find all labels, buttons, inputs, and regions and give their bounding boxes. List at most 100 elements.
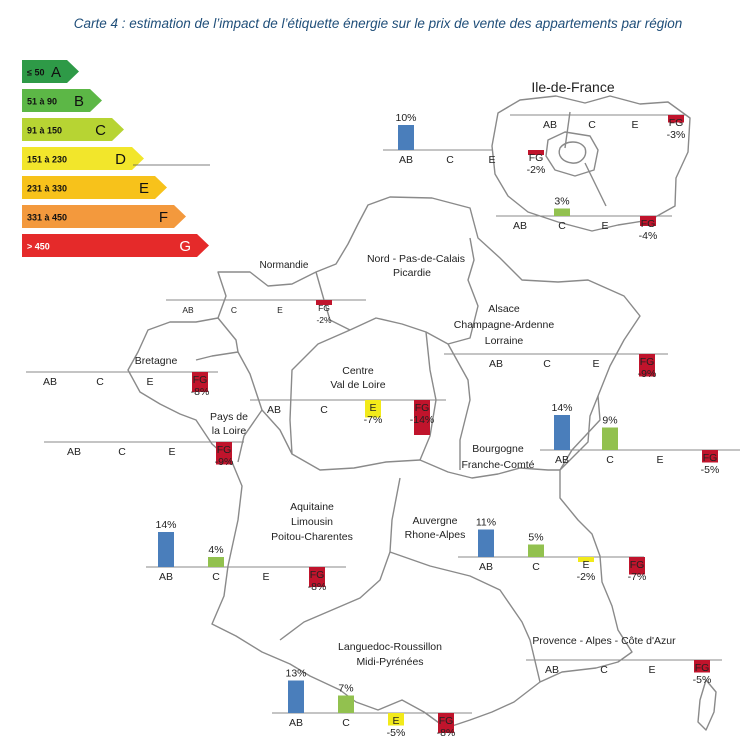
tick-label: E — [369, 402, 376, 414]
data-label: -8% — [191, 386, 210, 398]
tick-label: E — [601, 220, 608, 232]
data-label: 13% — [285, 668, 306, 680]
region-name: Languedoc-Roussillon — [338, 641, 442, 653]
region-name: Aquitaine — [290, 501, 334, 513]
bar-ab — [554, 415, 570, 450]
tick-label: E — [168, 446, 175, 458]
energy-label-legend: ≤ 50 A 51 à 90 B 91 à 150 C 151 à 230 D 231 à 33… — [22, 60, 210, 257]
tick-label: E — [656, 454, 663, 466]
bar-fg — [216, 442, 232, 465]
internal-border-4 — [419, 331, 437, 461]
region-chart-10: Aquitaine Limousin Poitou-Charentes AB 14% C 4… — [146, 501, 353, 593]
tick-label: E — [631, 119, 638, 131]
region-name: Midi-Pyrénées — [356, 656, 423, 668]
data-label: 3% — [554, 196, 569, 208]
data-label: 10% — [395, 112, 416, 124]
tick-label: FG — [310, 569, 325, 581]
bar-ab — [398, 125, 414, 150]
tick-label: C — [231, 305, 237, 315]
tick-label: E — [262, 571, 269, 583]
tick-label: AB — [43, 376, 57, 388]
legend-letter: D — [115, 151, 126, 168]
tick-label: C — [118, 446, 126, 458]
legend-range-label: 91 à 150 — [27, 126, 62, 136]
internal-border-1 — [315, 271, 351, 331]
tick-label: C — [212, 571, 220, 583]
data-label: -5% — [701, 464, 720, 476]
bar-e — [365, 400, 381, 418]
bar-fg — [702, 450, 718, 463]
tick-label: FG — [640, 356, 655, 368]
internal-border-7 — [237, 351, 293, 455]
region-name: Centre — [342, 365, 374, 377]
region-name: Franche-Comté — [462, 459, 535, 471]
bar-ab — [478, 529, 494, 557]
data-label: -7% — [364, 414, 383, 426]
bar-fg — [528, 150, 544, 155]
france-outline — [127, 196, 641, 729]
tick-label: FG — [641, 218, 656, 230]
tick-label: FG — [703, 452, 718, 464]
region-chart-2: AB C 3% E FG-4% — [496, 196, 672, 242]
tick-label: AB — [399, 154, 413, 166]
tick-label: E — [146, 376, 153, 388]
bar-fg — [640, 216, 656, 226]
data-label: 7% — [338, 683, 353, 695]
region-name: Champagne-Ardenne — [454, 319, 555, 331]
tick-label: FG — [217, 444, 232, 456]
tick-label: C — [96, 376, 104, 388]
legend-arrow-b — [22, 89, 102, 112]
data-label: -8% — [308, 581, 327, 593]
bar-fg — [438, 713, 454, 733]
data-label: -5% — [693, 674, 712, 686]
idf-line-2 — [584, 162, 607, 207]
region-name: Poitou-Charentes — [271, 531, 353, 543]
tick-label: FG — [529, 152, 544, 164]
region-name: Provence - Alpes - Côte d'Azur — [532, 635, 676, 647]
tick-label: E — [582, 559, 589, 571]
legend-range-label: ≤ 50 — [27, 68, 44, 78]
internal-border-10 — [279, 477, 401, 641]
legend-range-label: 151 à 230 — [27, 155, 67, 165]
tick-label: E — [277, 305, 283, 315]
tick-label: AB — [289, 717, 303, 729]
region-chart-4: Normandie AB C E FG -2% — [166, 260, 366, 325]
idf-inset-outline — [491, 95, 691, 232]
legend-arrow-d — [22, 147, 144, 170]
data-label: -2% — [527, 164, 546, 176]
bar-fg — [316, 300, 332, 305]
bar-ab — [288, 680, 304, 713]
region-chart-5: Alsace Champagne-Ardenne Lorraine AB C E FG-9% — [444, 303, 668, 380]
bar-ab — [158, 532, 174, 567]
region-chart-6: Bretagne AB C E FG-8% — [26, 355, 218, 398]
legend-range-label: 51 à 90 — [27, 97, 57, 107]
region-name: Auvergne — [413, 515, 458, 527]
paris-ring-outline — [545, 131, 599, 177]
internal-border-3 — [447, 237, 479, 345]
region-name: Ile-de-France — [531, 79, 614, 95]
data-label: 4% — [208, 544, 223, 556]
internal-border-11 — [389, 551, 541, 683]
bar-e — [578, 557, 594, 562]
legend-arrow-c — [22, 118, 124, 141]
data-label: -5% — [387, 727, 406, 739]
region-name: la Loire — [212, 425, 247, 437]
legend-arrow-g — [22, 234, 209, 257]
region-chart-3: Nord - Pas-de-Calais Picardie — [367, 253, 465, 279]
tick-label: E — [648, 664, 655, 676]
data-label: 11% — [476, 517, 496, 529]
bar-fg — [668, 115, 684, 123]
legend-arrow-f — [22, 205, 186, 228]
tick-label: E — [488, 154, 495, 166]
bar-fg — [639, 354, 655, 377]
internal-border-12 — [447, 343, 471, 470]
tick-label: C — [558, 220, 566, 232]
legend-range-label: 231 à 330 — [27, 184, 67, 194]
legend-letter: E — [139, 180, 149, 197]
tick-label: FG — [415, 402, 430, 414]
internal-border-13 — [559, 395, 601, 471]
data-label: -14% — [410, 414, 435, 426]
data-label: -9% — [638, 368, 657, 380]
bar-c — [528, 544, 544, 557]
internal-border-9 — [237, 409, 263, 463]
